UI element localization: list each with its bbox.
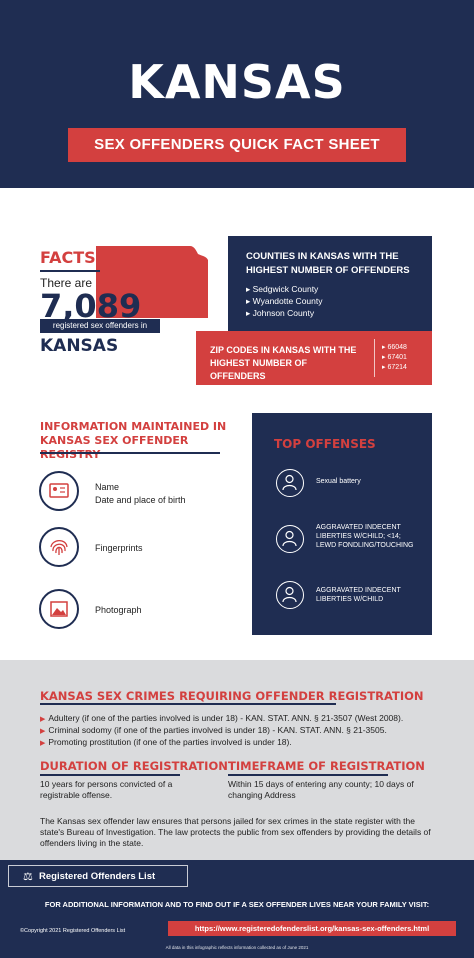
crimes-section-background <box>0 660 474 868</box>
registry-item-line: Photograph <box>95 605 142 615</box>
zip-codes-panel: ZIP CODES IN KANSAS WITH THE HIGHEST NUM… <box>196 331 432 385</box>
crime-text: Promoting prostitution (if one of the pa… <box>48 737 292 747</box>
facts-intro-text: There are <box>40 276 93 290</box>
offense-line: Sexual battery <box>316 478 361 485</box>
county-name: Johnson County <box>252 308 315 318</box>
website-link[interactable]: https://www.registeredofenderslist.org/k… <box>168 921 456 936</box>
registry-item-photograph: Photograph <box>95 604 142 617</box>
facts-underline <box>40 270 100 272</box>
counties-title: COUNTIES IN KANSAS WITH THE HIGHEST NUMB… <box>246 251 410 276</box>
top-offenses-panel: TOP OFFENSES Sexual battery AGGRAVATED I… <box>252 413 432 635</box>
timeframe-heading: TIMEFRAME OF REGISTRATION <box>228 759 425 773</box>
offense-item: AGGRAVATED INDECENT LIBERTIES W/CHILD; <… <box>316 523 424 550</box>
crime-text: Adultery (if one of the parties involved… <box>48 713 404 723</box>
county-name: Sedgwick County <box>252 284 319 294</box>
zip-codes-title: ZIP CODES IN KANSAS WITH THE HIGHEST NUM… <box>210 345 357 381</box>
offense-line: AGGRAVATED INDECENT <box>316 587 401 594</box>
data-note: All data in this infographic reflects in… <box>165 945 309 950</box>
page-title: KANSAS <box>128 55 346 109</box>
zip-code: 67214 <box>387 364 407 371</box>
offender-count: 7,089 <box>40 287 142 325</box>
brand-name: Registered Offenders List <box>39 871 156 882</box>
page-subtitle: SEX OFFENDERS QUICK FACT SHEET <box>68 128 406 162</box>
fingerprint-icon <box>39 527 79 567</box>
county-item: ▸ Johnson County <box>246 308 315 318</box>
state-name: KANSAS <box>40 336 119 356</box>
offense-item: AGGRAVATED INDECENT LIBERTIES W/CHILD <box>316 586 424 604</box>
crimes-heading: KANSAS SEX CRIMES REQUIRING OFFENDER REG… <box>40 689 424 703</box>
brand-logo: ⚖ Registered Offenders List <box>8 865 188 887</box>
offense-line: LIBERTIES W/CHILD <box>316 596 384 603</box>
crime-item: ▶ Criminal sodomy (if one of the parties … <box>40 725 387 735</box>
counties-panel: COUNTIES IN KANSAS WITH THE HIGHEST NUMB… <box>228 236 432 334</box>
kansas-map-icon <box>96 246 208 318</box>
offense-line: LIBERTIES W/CHILD; <14; <box>316 533 401 540</box>
registry-item-name: Name Date and place of birth <box>95 481 186 507</box>
registry-item-line: Fingerprints <box>95 543 143 553</box>
crime-text: Criminal sodomy (if one of the parties i… <box>48 725 387 735</box>
crime-item: ▶ Promoting prostitution (if one of the p… <box>40 737 292 747</box>
registry-item-fingerprints: Fingerprints <box>95 542 143 555</box>
registry-info-heading: INFORMATION MAINTAINED IN KANSAS SEX OFF… <box>40 420 227 461</box>
offender-icon <box>276 581 304 609</box>
offense-item: Sexual battery <box>316 477 424 486</box>
crime-item: ▶ Adultery (if one of the parties involve… <box>40 713 403 723</box>
call-to-action: FOR ADDITIONAL INFORMATION AND TO FIND O… <box>44 900 430 909</box>
registry-item-line: Name <box>95 482 120 492</box>
duration-underline <box>40 774 180 776</box>
offense-line: AGGRAVATED INDECENT <box>316 524 401 531</box>
arrow-icon: ▶ <box>40 716 46 723</box>
timeframe-underline <box>228 774 388 776</box>
scales-icon: ⚖ <box>23 871 33 883</box>
offender-icon <box>276 525 304 553</box>
zip-code: 67401 <box>387 354 407 361</box>
duration-heading: DURATION OF REGISTRATION <box>40 759 228 773</box>
arrow-icon: ▶ <box>40 728 46 735</box>
zip-code: 66048 <box>387 344 407 351</box>
arrow-icon: ▶ <box>40 740 46 747</box>
registry-info-underline <box>40 452 220 454</box>
facts-heading: FACTS <box>40 248 96 267</box>
id-card-icon <box>39 471 79 511</box>
timeframe-text: Within 15 days of entering any county; 1… <box>228 779 414 800</box>
county-item: ▸ Sedgwick County <box>246 284 319 294</box>
county-name: Wyandotte County <box>252 296 323 306</box>
zip-item: ▸ 67214 <box>382 364 407 371</box>
copyright: ©Copyright 2021 Registered Offenders Lis… <box>20 928 126 934</box>
offender-icon <box>276 469 304 497</box>
law-description: The Kansas sex offender law ensures that… <box>40 816 431 848</box>
zip-divider <box>374 339 375 377</box>
crimes-underline <box>40 703 336 705</box>
offense-line: LEWD FONDLING/TOUCHING <box>316 542 414 549</box>
top-offenses-heading: TOP OFFENSES <box>274 437 376 451</box>
duration-text: 10 years for persons convicted of a regi… <box>40 779 173 800</box>
county-item: ▸ Wyandotte County <box>246 296 323 306</box>
photo-icon <box>39 589 79 629</box>
registered-label: registered sex offenders in <box>40 319 160 333</box>
header-banner: KANSAS SEX OFFENDERS QUICK FACT SHEET <box>0 0 474 188</box>
zip-item: ▸ 66048 <box>382 344 407 351</box>
registry-item-line: Date and place of birth <box>95 495 186 505</box>
zip-item: ▸ 67401 <box>382 354 407 361</box>
